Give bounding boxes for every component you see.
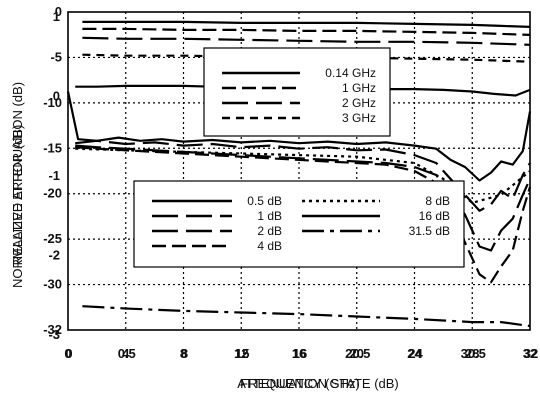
x-tick-label: 30.5 [461,346,486,361]
series-line [82,27,531,36]
series-line [75,144,532,252]
y-tick-label: 1 [53,9,60,24]
legend-label: 2 GHz [342,96,376,110]
y-tick-label: -10 [43,95,62,110]
series-line [82,20,531,28]
x-axis-title-1: ATTENUATION STATE (dB) [237,376,399,391]
x-tick-label: 8 [181,346,188,361]
x-tick-label: 24 [408,346,423,361]
y-tick-label: -2 [48,248,60,263]
legend-label: 1 dB [257,209,282,223]
y-tick-label: 0 [55,4,62,19]
x-tick-label: 15 [235,346,249,361]
legend-label: 4 dB [257,239,282,253]
legend-label: 3 GHz [342,111,376,125]
y-tick-label: -15 [43,140,62,155]
x-tick-label: 16 [293,346,307,361]
legend-box [203,47,391,137]
series-line [75,146,532,284]
tick-labels: 0 4 8 12 16 20 24 28 320 0.5 8 15 16 20.5 24 30.5 320-5-… [43,4,538,361]
series-line [66,91,532,182]
plot-frame [67,11,531,331]
legend-box [133,180,465,268]
y-tick-label: -25 [43,231,62,246]
y-tick-label: 0 [53,89,60,104]
series-line [75,139,531,212]
y-tick-label: -32 [43,322,62,337]
y-tick-label: -20 [43,186,62,201]
series-line [75,147,531,204]
legend-label: 0.5 dB [247,194,282,208]
x-tick-label: 4 [122,346,130,361]
series-line [82,36,531,46]
y-tick-label: -1 [48,168,60,183]
x-tick-label: 0 [64,346,71,361]
y-tick-label: -3 [48,327,60,342]
x-tick-label: 12 [234,346,248,361]
x-tick-label: 24 [407,346,422,361]
x-tick-label: 32 [523,346,537,361]
x-tick-label: 28 [465,346,479,361]
x-tick-label: 0.5 [118,346,136,361]
legend-label: 16 dB [419,209,450,223]
legend-label: 1 GHz [342,81,376,95]
y-axis-title-2: RELATIVE ERROR (dB) [10,125,25,266]
y-tick-label: -5 [50,49,62,64]
legend-label: 2 dB [257,224,282,238]
x-tick-label: 8 [180,346,187,361]
x-tick-label: 32 [524,346,538,361]
legend-label: 8 dB [425,194,450,208]
legend-label: 0.14 GHz [325,66,376,80]
x-tick-label: 20.5 [345,346,370,361]
series-line [82,305,531,328]
y-axis-title-1: NORMALIZED ATTENUATION (dB) [10,82,25,288]
y-tick-label: -30 [43,277,62,292]
legend-label: 31.5 dB [409,224,450,238]
series-lines [66,20,532,328]
x-tick-label: 0 [65,346,72,361]
x-tick-label: 16 [292,346,306,361]
x-tick-label: 20 [350,346,364,361]
x-axis-title-2: FREQUENCY (GHz) [240,376,360,391]
